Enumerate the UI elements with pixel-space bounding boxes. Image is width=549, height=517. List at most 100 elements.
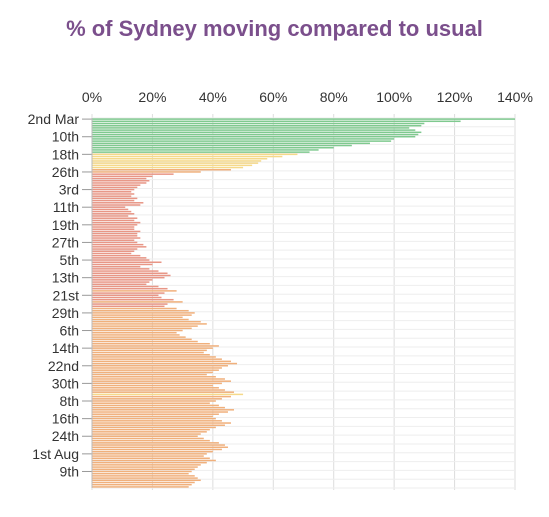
bar — [92, 428, 210, 431]
bar — [92, 354, 210, 356]
bar — [92, 342, 210, 345]
bar — [92, 347, 213, 349]
bar — [92, 301, 183, 303]
y-tick-label: 22nd — [48, 358, 79, 374]
bar — [92, 164, 253, 167]
bar — [92, 272, 168, 275]
bar — [92, 232, 138, 235]
bar — [92, 349, 207, 352]
bar — [92, 217, 138, 219]
bar — [92, 135, 416, 138]
bar — [92, 191, 132, 193]
bar — [92, 340, 198, 343]
bar — [92, 400, 216, 402]
bar — [92, 120, 461, 123]
x-tick-label: 0% — [82, 89, 102, 105]
bar — [92, 140, 392, 142]
bar — [92, 409, 235, 411]
bar — [92, 254, 141, 257]
bar — [92, 305, 165, 308]
bar — [92, 327, 192, 330]
bar — [92, 446, 228, 449]
y-tick-label: 13th — [52, 270, 79, 286]
y-tick-label: 5th — [60, 252, 79, 268]
y-tick-label: 27th — [52, 234, 79, 250]
bar — [92, 153, 298, 156]
bar — [92, 417, 216, 420]
bar — [92, 124, 422, 127]
bar — [92, 314, 192, 316]
y-tick-label: 29th — [52, 305, 79, 321]
bar — [92, 237, 141, 239]
bar — [92, 144, 352, 147]
bar — [92, 230, 141, 233]
bar — [92, 224, 138, 226]
bar — [92, 360, 231, 363]
bar — [92, 325, 198, 327]
bar — [92, 411, 228, 413]
bar — [92, 182, 147, 184]
bar — [92, 180, 150, 182]
bar — [92, 413, 219, 415]
bar — [92, 142, 370, 145]
bar — [92, 252, 132, 255]
bar — [92, 415, 213, 418]
bar — [92, 184, 141, 186]
bar — [92, 131, 422, 134]
bar — [92, 338, 192, 341]
bar — [92, 316, 183, 319]
bar — [92, 398, 222, 400]
bar — [92, 241, 138, 244]
x-tick-label: 20% — [138, 89, 166, 105]
bar — [92, 389, 225, 391]
bar — [92, 424, 225, 426]
y-tick-label: 1st Aug — [32, 446, 79, 462]
bar — [92, 186, 138, 189]
bar — [92, 312, 195, 314]
bar — [92, 461, 207, 464]
bar — [92, 259, 150, 261]
bar — [92, 146, 334, 149]
bar — [92, 472, 189, 475]
x-tick-label: 100% — [376, 89, 412, 105]
bar — [92, 257, 147, 259]
bar — [92, 466, 198, 468]
bar — [92, 274, 171, 277]
bar — [92, 345, 219, 347]
bar — [92, 320, 201, 323]
bar — [92, 393, 244, 396]
bar — [92, 422, 231, 424]
bar — [92, 155, 283, 158]
bar — [92, 367, 222, 369]
y-tick-label: 9th — [60, 463, 79, 479]
bar — [92, 464, 201, 466]
bar — [92, 479, 201, 482]
bar — [92, 450, 213, 453]
bar — [92, 210, 132, 213]
bar — [92, 369, 219, 371]
bar — [92, 287, 168, 290]
bar — [92, 296, 162, 299]
bar — [92, 204, 141, 206]
y-tick-label: 24th — [52, 428, 79, 444]
bar — [92, 129, 416, 131]
x-tick-label: 140% — [497, 89, 533, 105]
bar — [92, 157, 268, 160]
bar — [92, 215, 129, 217]
bar — [92, 127, 410, 129]
bar — [92, 483, 192, 486]
bar — [92, 303, 168, 305]
bar — [92, 382, 222, 385]
bar — [92, 270, 159, 272]
bar — [92, 160, 262, 162]
bar — [92, 298, 174, 301]
bar — [92, 442, 219, 444]
bar — [92, 246, 147, 248]
bar — [92, 263, 153, 266]
bar — [92, 206, 126, 208]
bar — [92, 437, 204, 440]
bar — [92, 448, 222, 451]
bar — [92, 358, 222, 360]
bar — [92, 228, 135, 230]
bar — [92, 481, 195, 484]
